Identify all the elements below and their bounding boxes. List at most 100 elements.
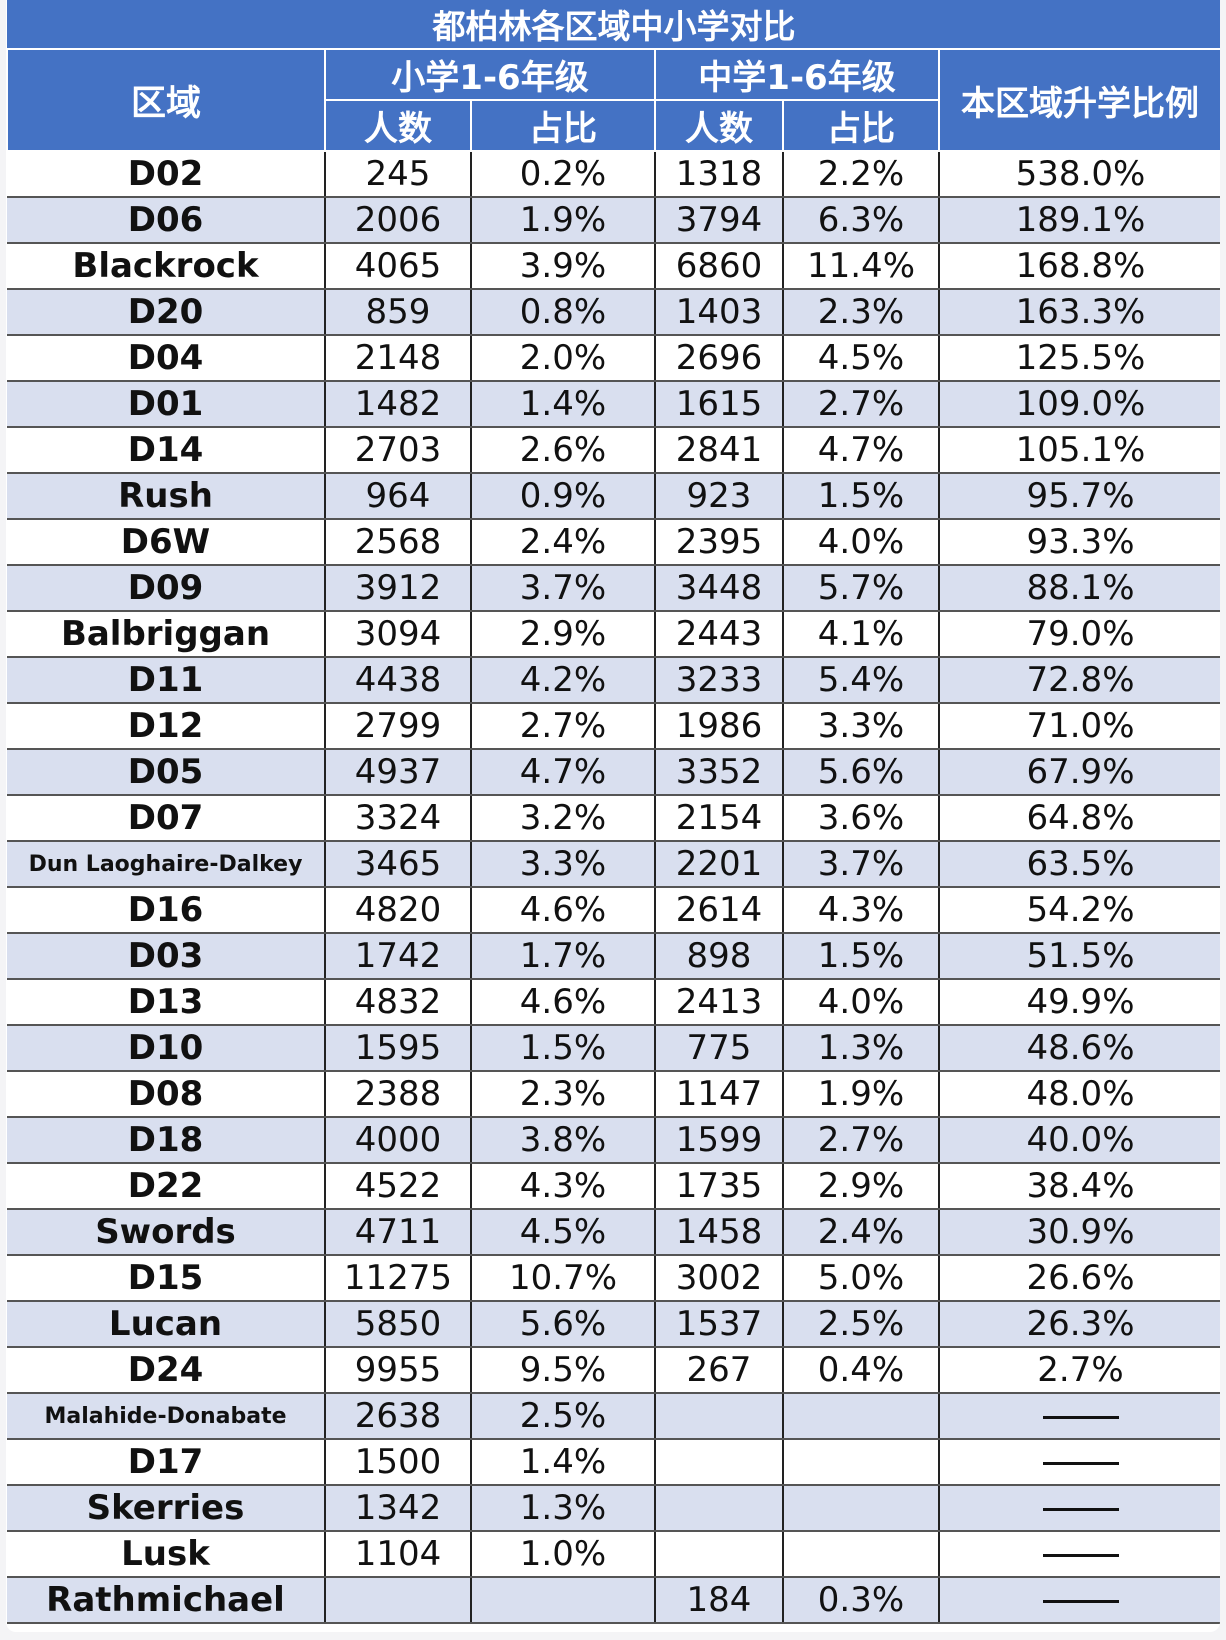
table-row: D11 4438 4.2% 3233 5.4% 72.8% (7, 657, 1220, 704)
cell-primary-count: 1482 (325, 381, 472, 428)
cell-secondary-count: 2201 (655, 841, 784, 888)
cell-secondary-count: 2154 (655, 795, 784, 842)
cell-primary-share: 4.3% (471, 1163, 656, 1210)
cell-ratio: 67.9% (939, 749, 1220, 796)
cell-secondary-count: 898 (655, 933, 784, 980)
cell-secondary-share (783, 1485, 940, 1532)
cell-secondary-share: 3.7% (783, 841, 940, 888)
header-primary-share: 占比 (470, 99, 656, 152)
cell-ratio: 79.0% (939, 611, 1220, 658)
cell-primary-share: 4.6% (471, 887, 656, 934)
cell-secondary-count: 184 (655, 1577, 784, 1624)
table-row: Swords 4711 4.5% 1458 2.4% 30.9% (7, 1209, 1220, 1256)
cell-primary-count: 2388 (325, 1071, 472, 1118)
header-primary: 小学1-6年级 (324, 48, 656, 101)
cell-ratio: 538.0% (939, 151, 1220, 198)
cell-primary-count: 245 (325, 151, 472, 198)
cell-primary-count: 5850 (325, 1301, 472, 1348)
cell-primary-count: 1595 (325, 1025, 472, 1072)
cell-ratio: 26.3% (939, 1301, 1220, 1348)
cell-area: Skerries (7, 1485, 326, 1532)
cell-primary-count: 964 (325, 473, 472, 520)
cell-primary-share: 2.4% (471, 519, 656, 566)
table-row: Lusk 1104 1.0% (7, 1531, 1220, 1578)
cell-area: D6W (7, 519, 326, 566)
cell-area: D03 (7, 933, 326, 980)
cell-area: D10 (7, 1025, 326, 1072)
cell-ratio: 38.4% (939, 1163, 1220, 1210)
cell-primary-count: 3094 (325, 611, 472, 658)
cell-secondary-share: 4.3% (783, 887, 940, 934)
cell-area: D22 (7, 1163, 326, 1210)
cell-area: Malahide-Donabate (7, 1393, 326, 1440)
cell-area: D20 (7, 289, 326, 336)
cell-primary-share: 4.6% (471, 979, 656, 1026)
cell-ratio: 189.1% (939, 197, 1220, 244)
cell-area: D06 (7, 197, 326, 244)
cell-secondary-count: 1318 (655, 151, 784, 198)
cell-primary-count: 4438 (325, 657, 472, 704)
cell-area: D14 (7, 427, 326, 474)
cell-area: D13 (7, 979, 326, 1026)
cell-ratio: 63.5% (939, 841, 1220, 888)
cell-primary-share: 3.8% (471, 1117, 656, 1164)
cell-area: Dun Laoghaire-Dalkey (7, 841, 326, 888)
cell-area: D07 (7, 795, 326, 842)
cell-primary-share: 1.4% (471, 381, 656, 428)
cell-ratio: 125.5% (939, 335, 1220, 382)
cell-secondary-count: 3233 (655, 657, 784, 704)
cell-primary-count (325, 1577, 472, 1624)
cell-area: Rathmichael (7, 1577, 326, 1624)
cell-ratio: 163.3% (939, 289, 1220, 336)
cell-primary-share: 2.7% (471, 703, 656, 750)
cell-secondary-count (655, 1531, 784, 1578)
cell-secondary-share (783, 1393, 940, 1440)
table-row: D08 2388 2.3% 1147 1.9% 48.0% (7, 1071, 1220, 1118)
table-row: D06 2006 1.9% 3794 6.3% 189.1% (7, 197, 1220, 244)
cell-primary-share: 1.9% (471, 197, 656, 244)
cell-primary-count: 9955 (325, 1347, 472, 1394)
cell-secondary-count: 3002 (655, 1255, 784, 1302)
cell-secondary-share: 3.3% (783, 703, 940, 750)
cell-secondary-count: 267 (655, 1347, 784, 1394)
cell-primary-share: 2.9% (471, 611, 656, 658)
comparison-table: 都柏林各区域中小学对比 区域 小学1-6年级 中学1-6年级 本区域升学比例 人… (6, 0, 1220, 1624)
table-row: Blackrock 4065 3.9% 6860 11.4% 168.8% (7, 243, 1220, 290)
cell-secondary-share: 2.7% (783, 1117, 940, 1164)
cell-secondary-share: 1.5% (783, 473, 940, 520)
cell-primary-share: 4.7% (471, 749, 656, 796)
cell-primary-share (471, 1577, 656, 1624)
cell-primary-count: 11275 (325, 1255, 472, 1302)
dash-mark (1042, 1600, 1119, 1603)
header-area: 区域 (6, 48, 326, 152)
cell-ratio: 93.3% (939, 519, 1220, 566)
cell-ratio (939, 1485, 1220, 1532)
cell-primary-share: 1.7% (471, 933, 656, 980)
cell-secondary-count: 1537 (655, 1301, 784, 1348)
cell-secondary-count: 2614 (655, 887, 784, 934)
cell-primary-count: 4820 (325, 887, 472, 934)
table-row: D04 2148 2.0% 2696 4.5% 125.5% (7, 335, 1220, 382)
cell-area: D05 (7, 749, 326, 796)
cell-area: D09 (7, 565, 326, 612)
cell-secondary-count (655, 1439, 784, 1486)
cell-primary-count: 2703 (325, 427, 472, 474)
cell-area: D18 (7, 1117, 326, 1164)
cell-area: D08 (7, 1071, 326, 1118)
cell-secondary-share: 5.6% (783, 749, 940, 796)
cell-ratio: 2.7% (939, 1347, 1220, 1394)
cell-secondary-count: 1599 (655, 1117, 784, 1164)
dash-mark (1042, 1462, 1119, 1465)
cell-secondary-count: 1147 (655, 1071, 784, 1118)
cell-primary-share: 3.7% (471, 565, 656, 612)
cell-primary-count: 1104 (325, 1531, 472, 1578)
cell-secondary-share: 2.4% (783, 1209, 940, 1256)
header-secondary-count: 人数 (654, 99, 784, 152)
cell-secondary-share: 5.4% (783, 657, 940, 704)
cell-secondary-share: 1.5% (783, 933, 940, 980)
table-frame: 都柏林各区域中小学对比 区域 小学1-6年级 中学1-6年级 本区域升学比例 人… (6, 0, 1220, 1632)
cell-ratio: 71.0% (939, 703, 1220, 750)
cell-secondary-share: 6.3% (783, 197, 940, 244)
cell-primary-share: 9.5% (471, 1347, 656, 1394)
cell-secondary-share: 5.0% (783, 1255, 940, 1302)
